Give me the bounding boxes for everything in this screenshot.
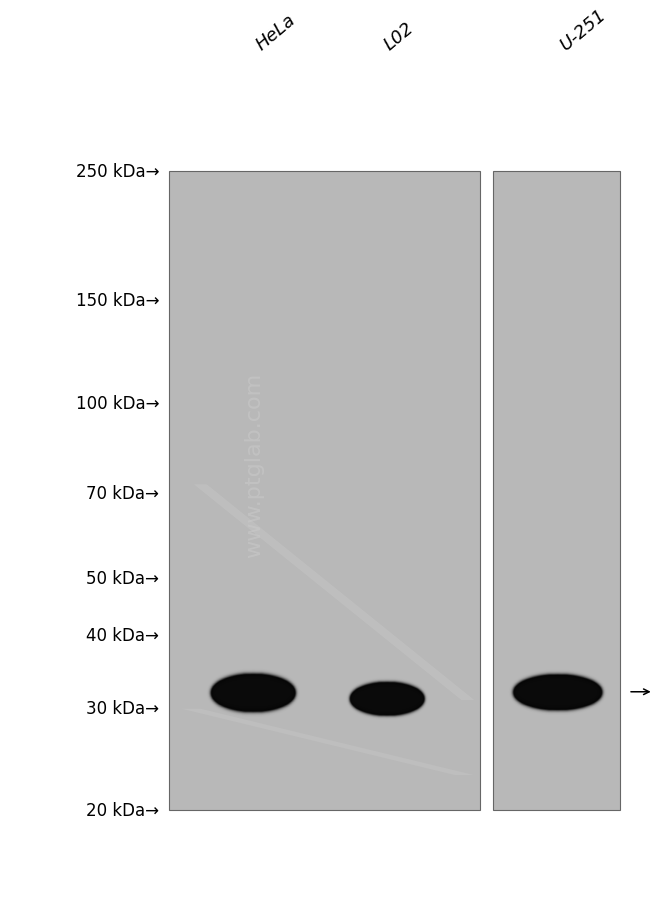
Text: 40 kDa→: 40 kDa→ [86, 626, 159, 644]
Text: 70 kDa→: 70 kDa→ [86, 484, 159, 502]
Text: 50 kDa→: 50 kDa→ [86, 570, 159, 587]
Text: www.ptglab.com: www.ptglab.com [244, 373, 265, 557]
Text: L02: L02 [381, 19, 417, 54]
Polygon shape [181, 709, 474, 775]
Text: HeLa: HeLa [253, 11, 300, 54]
Text: 20 kDa→: 20 kDa→ [86, 801, 159, 819]
Bar [168, 172, 480, 810]
Bar [493, 172, 621, 810]
Text: 30 kDa→: 30 kDa→ [86, 699, 159, 717]
Text: 250 kDa→: 250 kDa→ [75, 163, 159, 181]
Text: 150 kDa→: 150 kDa→ [75, 292, 159, 310]
Text: U-251: U-251 [557, 5, 610, 54]
Polygon shape [194, 485, 474, 700]
Text: 100 kDa→: 100 kDa→ [75, 394, 159, 412]
